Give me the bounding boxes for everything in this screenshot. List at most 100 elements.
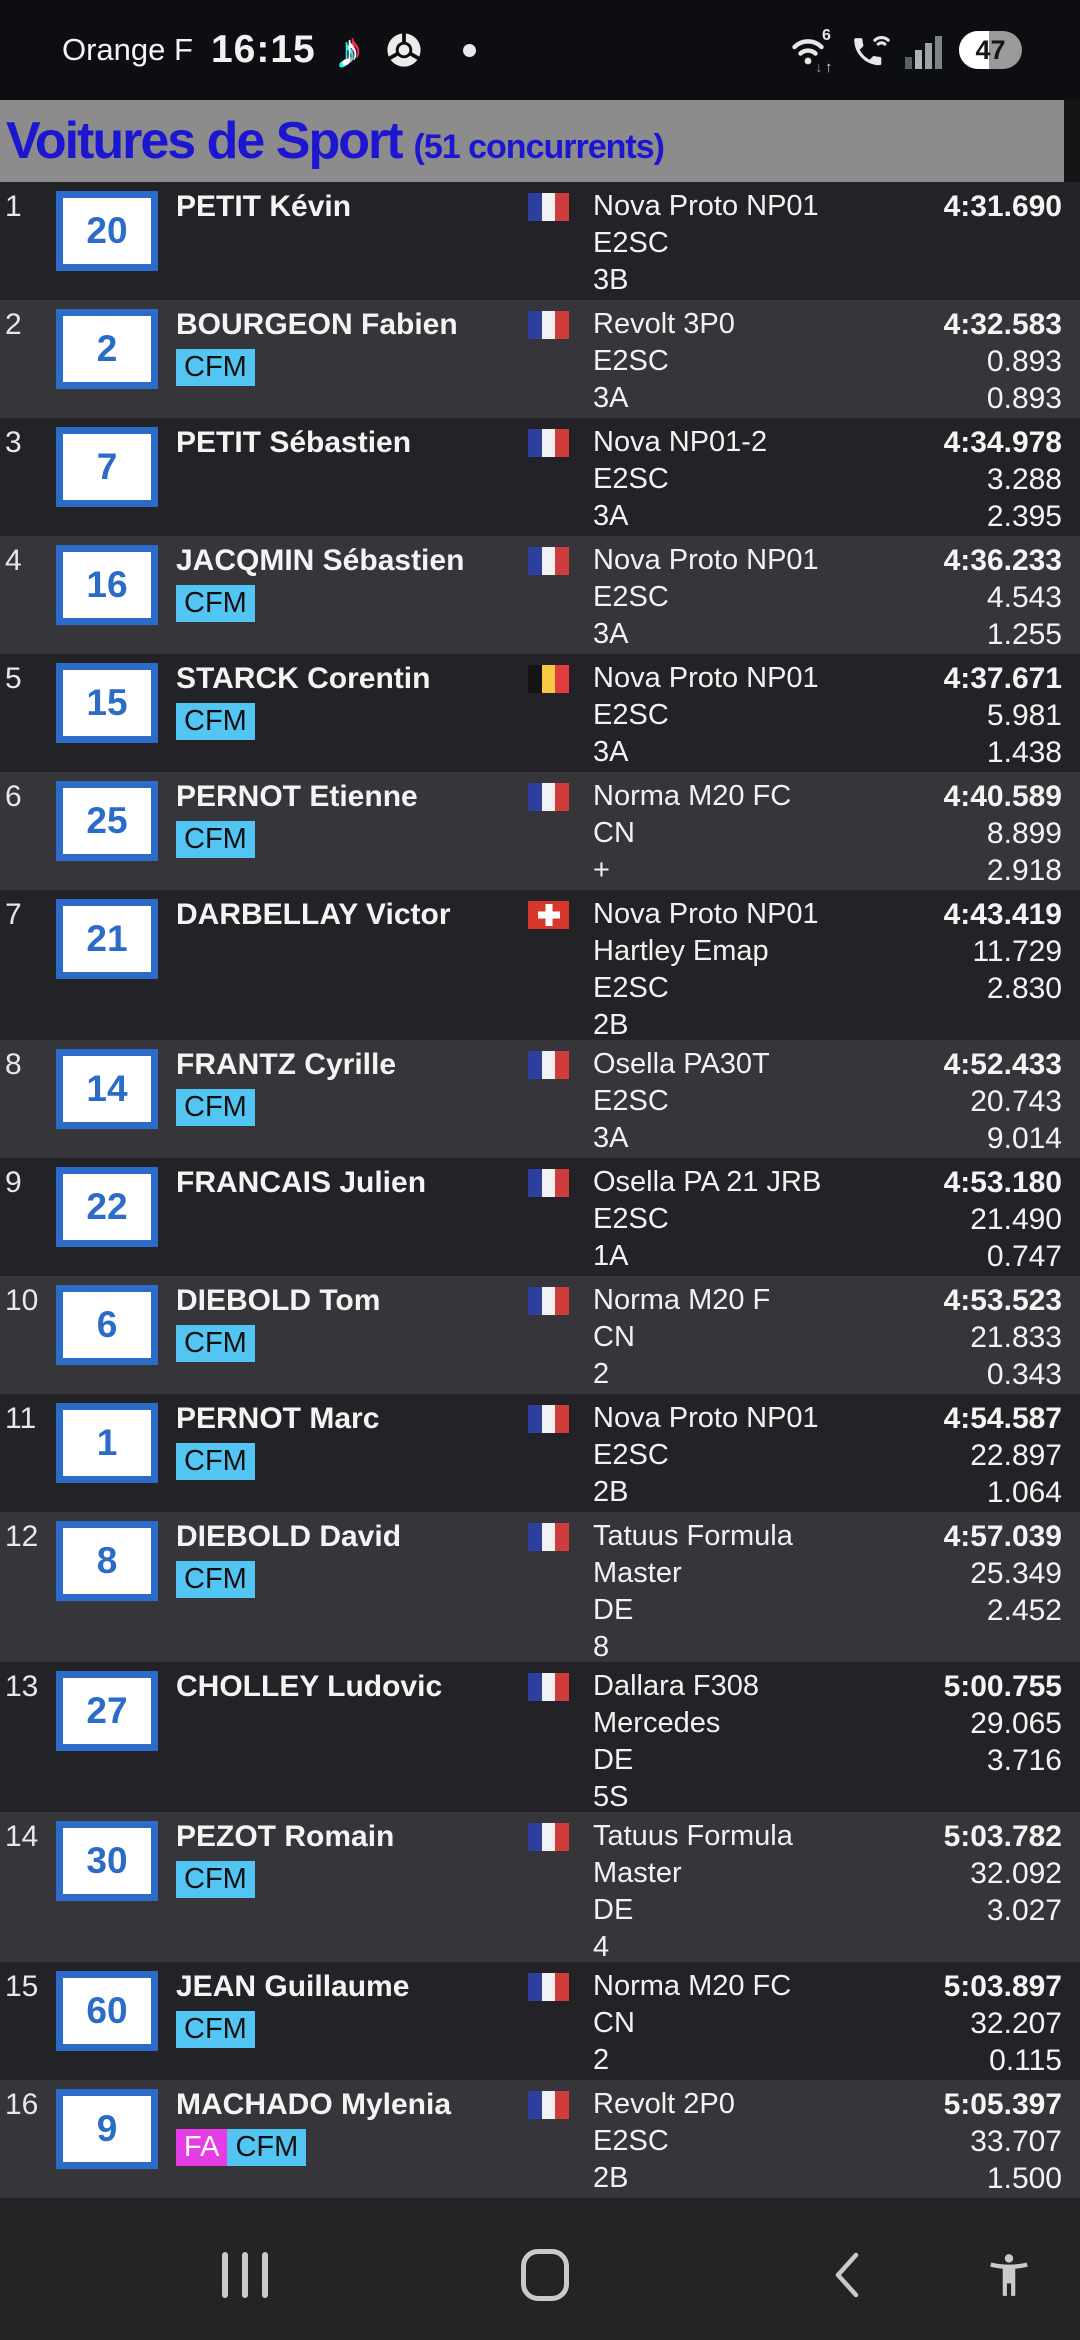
flag-fr-icon [528,1523,569,1551]
car-number: 15 [86,682,128,723]
accessibility-button[interactable] [984,2250,1034,2300]
driver-badges: CFM [176,703,528,740]
position: 7 [5,898,22,931]
driver-cell: BOURGEON Fabien CFM [158,306,528,418]
time-info: 4:31.690 [943,190,1062,223]
position: 13 [5,1670,39,1703]
position: 8 [5,1048,22,1081]
car-number: 25 [86,800,128,841]
wifi-6-icon: 6 ↓ ↑ [792,27,833,74]
car-number: 16 [86,564,128,605]
car-info: Nova Proto NP01 E2SC 2B [593,1402,819,1508]
driver-cell: FRANTZ Cyrille CFM [158,1046,528,1158]
position: 16 [5,2088,39,2121]
result-row[interactable]: 13 27 CHOLLEY Ludovic Dallara F308 Merced… [0,1662,1080,1812]
driver-badges: CFM [176,585,528,622]
driver-badges: FA CFM [176,2129,528,2166]
badge-cfm: CFM [176,349,255,386]
car-number-box: 20 [56,191,158,271]
flag-fr-icon [528,1673,569,1701]
position: 9 [5,1166,22,1199]
driver-name: PETIT Kévin [176,190,352,223]
results-list: 1 20 PETIT Kévin Nova Proto NP01 E2SC 3B 4… [0,182,1080,2198]
result-row[interactable]: 7 21 DARBELLAY Victor Nova Proto NP01 Har… [0,890,1080,1040]
svg-text:↓: ↓ [815,59,823,74]
driver-name: MACHADO Mylenia [176,2088,452,2121]
driver-name: JACQMIN Sébastien [176,544,465,577]
battery-percent: 47 [975,34,1006,65]
result-row[interactable]: 14 30 PEZOT Romain CFM Tatuus Formula Mas… [0,1812,1080,1962]
notification-dot-icon [462,43,476,57]
recent-apps-button[interactable] [222,2252,268,2298]
recents-bar-icon [262,2252,268,2298]
flag-fr-icon [528,1823,569,1851]
carrier-label: Orange F [62,32,193,67]
driver-name: PEZOT Romain [176,1820,395,1853]
result-row[interactable]: 15 60 JEAN Guillaume CFM Norma M20 FC CN 2… [0,1962,1080,2080]
result-row[interactable]: 8 14 FRANTZ Cyrille CFM Osella PA30T E2SC… [0,1040,1080,1158]
flag-fr-icon [528,1051,569,1079]
result-row[interactable]: 9 22 FRANCAIS Julien Osella PA 21 JRB E2S… [0,1158,1080,1276]
result-row[interactable]: 10 6 DIEBOLD Tom CFM Norma M20 F CN 2 4:53… [0,1276,1080,1394]
car-number: 6 [96,1304,118,1345]
flag-fr-icon [528,783,569,811]
time-info: 4:53.523 21.833 0.343 [943,1284,1062,1391]
result-row[interactable]: 5 15 STARCK Corentin CFM Nova Proto NP01… [0,654,1080,772]
car-number-box: 7 [56,427,158,507]
badge-cfm: CFM [176,1561,255,1598]
car-number: 20 [86,210,128,251]
driver-badges: CFM [176,1861,528,1898]
driver-name: DIEBOLD David [176,1520,402,1553]
driver-name: PERNOT Marc [176,1402,380,1435]
flag-fr-icon [528,1287,569,1315]
badge-cfm: CFM [176,1861,255,1898]
driver-name: PETIT Sébastien [176,426,412,459]
result-row[interactable]: 6 25 PERNOT Etienne CFM Norma M20 FC CN + … [0,772,1080,890]
badge-cfm: CFM [176,2011,255,2048]
flag-fr-icon [528,311,569,339]
battery-fill [959,31,989,69]
result-row[interactable]: 2 2 BOURGEON Fabien CFM Revolt 3P0 E2SC 3A… [0,300,1080,418]
car-number: 1 [96,1422,118,1463]
time-info: 4:34.978 3.288 2.395 [943,426,1062,533]
driver-cell: DIEBOLD Tom CFM [158,1282,528,1394]
result-row[interactable]: 3 7 PETIT Sébastien Nova NP01-2 E2SC 3A 4:… [0,418,1080,536]
car-info: Norma M20 F CN 2 [593,1284,771,1390]
car-number: 14 [86,1068,128,1109]
back-button[interactable] [828,2247,864,2303]
home-button[interactable] [521,2249,569,2301]
clock: 16:15 [210,28,316,71]
car-info: Tatuus Formula Master DE 4 [593,1820,793,1962]
page-title: Voitures de Sport [6,112,404,170]
driver-badges: CFM [176,821,528,858]
position: 3 [5,426,22,459]
result-row[interactable]: 1 20 PETIT Kévin Nova Proto NP01 E2SC 3B 4… [0,182,1080,300]
car-info: Nova Proto NP01 Hartley Emap E2SC 2B [593,898,819,1040]
driver-name: JEAN Guillaume [176,1970,410,2003]
car-info: Revolt 3P0 E2SC 3A [593,308,735,414]
result-row[interactable]: 11 1 PERNOT Marc CFM Nova Proto NP01 E2SC… [0,1394,1080,1512]
time-info: 4:52.433 20.743 9.014 [943,1048,1062,1155]
time-info: 5:03.782 32.092 3.027 [943,1820,1062,1927]
car-number-box: 16 [56,545,158,625]
time-info: 4:37.671 5.981 1.438 [943,662,1062,769]
time-info: 4:57.039 25.349 2.452 [943,1520,1062,1627]
position: 15 [5,1970,39,2003]
driver-cell: JEAN Guillaume CFM [158,1968,528,2080]
driver-cell: PETIT Kévin [158,188,528,300]
result-row[interactable]: 4 16 JACQMIN Sébastien CFM Nova Proto NP… [0,536,1080,654]
result-row[interactable]: 16 9 MACHADO Mylenia FA CFM Revolt 2P0 E2S… [0,2080,1080,2198]
time-info: 4:40.589 8.899 2.918 [943,780,1062,887]
status-bar-left: Orange F 16:15 ♪ [62,27,476,73]
driver-cell: PERNOT Marc CFM [158,1400,528,1512]
signal-strength-icon [905,36,942,69]
result-row[interactable]: 12 8 DIEBOLD David CFM Tatuus Formula Mas… [0,1512,1080,1662]
car-number: 30 [86,1840,128,1881]
time-info: 4:32.583 0.893 0.893 [943,308,1062,415]
time-info: 4:54.587 22.897 1.064 [943,1402,1062,1509]
driver-badges: CFM [176,349,528,386]
car-number-box: 2 [56,309,158,389]
flag-fr-icon [528,1973,569,2001]
recents-bar-icon [222,2252,228,2298]
car-number: 7 [96,446,118,487]
